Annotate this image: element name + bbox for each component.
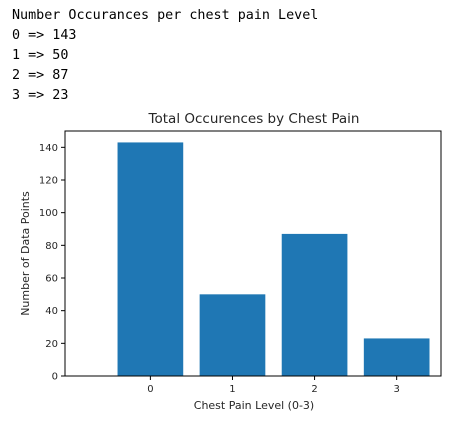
y-tick-label: 20 xyxy=(45,339,58,350)
y-tick-label: 0 xyxy=(52,372,58,383)
y-tick-label: 60 xyxy=(45,274,58,285)
x-tick-label: 0 xyxy=(147,384,153,395)
bar-level-0 xyxy=(118,142,184,376)
x-tick-label: 2 xyxy=(311,384,317,395)
y-tick-label: 140 xyxy=(39,143,58,154)
x-tick-label: 1 xyxy=(229,384,235,395)
y-axis-label: Number of Data Points xyxy=(19,191,32,316)
plot-area: 0 1 2 3 0 20 40 60 80 100 120 140 xyxy=(39,142,430,395)
y-tick-label: 80 xyxy=(45,241,58,252)
bar-level-3 xyxy=(364,338,430,376)
x-tick-label: 3 xyxy=(393,384,399,395)
y-tick-label: 40 xyxy=(45,306,58,317)
bar-level-2 xyxy=(282,234,348,376)
bar-level-1 xyxy=(200,294,266,376)
x-axis-label: Chest Pain Level (0-3) xyxy=(194,399,314,412)
y-tick-label: 100 xyxy=(39,208,58,219)
chart-title: Total Occurences by Chest Pain xyxy=(148,111,360,127)
y-tick-label: 120 xyxy=(39,176,58,187)
